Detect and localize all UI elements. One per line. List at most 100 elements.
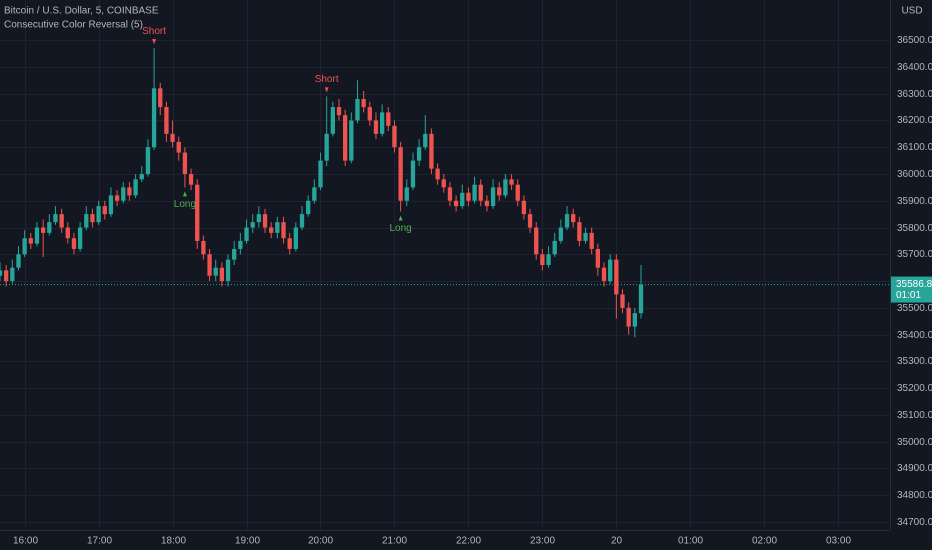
candle-body: [472, 184, 477, 201]
x-tick-label: 16:00: [13, 536, 38, 547]
candle-body: [429, 133, 434, 169]
candle-body: [595, 248, 601, 268]
countdown-label: 01:01: [896, 290, 921, 301]
candle-body: [121, 187, 126, 201]
candle-body: [361, 99, 366, 108]
x-tick-label: 01:00: [678, 536, 703, 547]
candle-body: [151, 88, 157, 148]
candle-body: [10, 267, 15, 282]
x-tick-label: 20:00: [308, 536, 333, 547]
candle-body: [293, 227, 299, 249]
candle-body: [447, 187, 453, 201]
candle-body: [238, 240, 243, 249]
candle-body: [47, 222, 52, 233]
candle-body: [355, 99, 360, 121]
candle-body: [40, 227, 46, 233]
x-tick-label: 03:00: [826, 536, 851, 547]
y-tick-label: 34700.00: [897, 517, 932, 528]
candle-body: [632, 313, 637, 327]
candle-body: [65, 227, 70, 239]
candle-body: [4, 270, 9, 282]
candle-body: [53, 214, 58, 223]
candle-body: [497, 187, 502, 196]
candle-body: [416, 147, 422, 161]
candle-body: [404, 187, 409, 201]
candle-body: [158, 88, 163, 108]
y-tick-label: 36200.00: [897, 115, 932, 126]
signal-label: Long: [389, 223, 411, 234]
candle-body: [71, 238, 77, 249]
candle-body: [207, 254, 212, 276]
candle-body: [490, 187, 496, 207]
candle-body: [127, 187, 132, 196]
candle-body: [558, 227, 564, 241]
candle-body: [460, 192, 465, 207]
candle-body: [77, 227, 83, 249]
candle-body: [96, 206, 101, 223]
candle-body: [281, 222, 286, 239]
candle-body: [164, 107, 169, 134]
candle-body: [232, 248, 237, 260]
candle-body: [262, 214, 268, 228]
signal-label: Short: [315, 74, 339, 85]
candle-body: [540, 254, 545, 265]
y-tick-label: 36500.00: [897, 35, 932, 46]
overlay: 34700.00 34800.00 34900.00 35000.00 35100.00…: [0, 26, 932, 547]
candle-body: [626, 307, 631, 327]
candle-body: [108, 195, 114, 215]
candle-body: [219, 267, 225, 282]
candle-body: [330, 107, 335, 134]
candle-body: [139, 173, 144, 180]
candle-body: [503, 179, 508, 196]
candle-body: [620, 294, 625, 308]
signal-arrow: [324, 87, 329, 93]
signal-arrow: [182, 191, 187, 197]
candle-body: [188, 173, 194, 185]
candle-body: [367, 107, 372, 121]
candle-body: [577, 222, 582, 241]
candle-body: [225, 259, 231, 282]
candle-body: [342, 115, 348, 161]
candle-body: [527, 214, 533, 228]
candle-body: [614, 259, 619, 295]
x-tick-label: 22:00: [456, 536, 481, 547]
y-tick-label: 35900.00: [897, 196, 932, 207]
candle-body: [453, 200, 459, 207]
candle-body: [318, 160, 323, 188]
candle-body: [59, 214, 64, 228]
candle-body: [435, 168, 440, 180]
candle-body: [28, 238, 33, 244]
candle-body: [213, 267, 218, 276]
candle-body: [552, 240, 557, 255]
candle-body: [84, 214, 89, 228]
signal-arrow: [152, 39, 157, 45]
candle-body: [534, 227, 539, 255]
y-tick-label: 35800.00: [897, 223, 932, 234]
y-tick-label: 35700.00: [897, 249, 932, 260]
candle-body: [564, 214, 570, 228]
candle-body: [392, 125, 397, 148]
candle-body: [410, 160, 416, 188]
y-tick-label: 35300.00: [897, 356, 932, 367]
signal-arrow: [398, 215, 403, 221]
y-tick-label: 34800.00: [897, 490, 932, 501]
candle-body: [90, 214, 95, 223]
candle-body: [386, 112, 391, 126]
x-tick-label: 19:00: [235, 536, 260, 547]
y-tick-label: 36000.00: [897, 169, 932, 180]
candle-body: [398, 147, 403, 201]
candle-body: [145, 147, 151, 174]
candle-body: [0, 270, 3, 276]
y-tick-label: 35500.00: [897, 303, 932, 314]
candle-body: [441, 179, 446, 188]
candle-body: [601, 267, 607, 282]
y-tick-label: 36400.00: [897, 62, 932, 73]
indicator-name: Consecutive Color Reversal (5): [4, 20, 143, 31]
candle-body: [583, 232, 588, 241]
candle-body: [269, 227, 274, 233]
candle-body: [423, 133, 428, 148]
candle-body: [484, 200, 490, 207]
y-tick-label: 35200.00: [897, 383, 932, 394]
candle-body: [34, 227, 40, 244]
candle-body: [379, 112, 385, 134]
